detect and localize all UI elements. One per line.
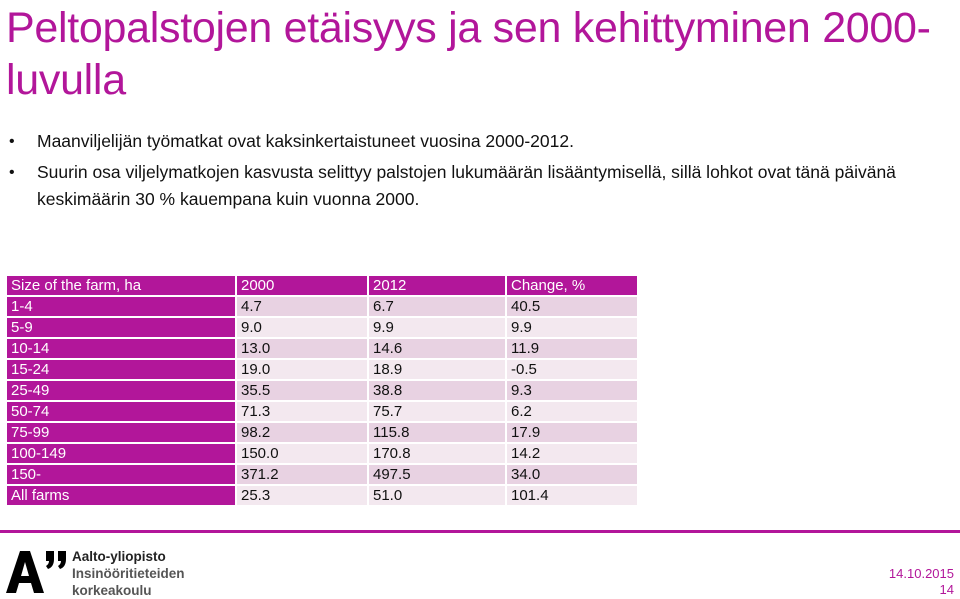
cell-size: 10-14 <box>7 339 237 360</box>
table-row: All farms 25.3 51.0 101.4 <box>7 486 639 507</box>
cell-change: -0.5 <box>507 360 639 381</box>
cell-2012: 170.8 <box>369 444 507 465</box>
table-row: 100-149 150.0 170.8 14.2 <box>7 444 639 465</box>
header-2000: 2000 <box>237 276 369 297</box>
cell-size: 150- <box>7 465 237 486</box>
header-size: Size of the farm, ha <box>7 276 237 297</box>
org-line: korkeakoulu <box>72 583 152 598</box>
cell-change: 11.9 <box>507 339 639 360</box>
table-row: 15-24 19.0 18.9 -0.5 <box>7 360 639 381</box>
table-row: 10-14 13.0 14.6 11.9 <box>7 339 639 360</box>
bullet-list: • Maanviljelijän työmatkat ovat kaksinker… <box>0 128 960 217</box>
bullet-item: • Suurin osa viljelymatkojen kasvusta sel… <box>0 159 960 213</box>
cell-2012: 75.7 <box>369 402 507 423</box>
aalto-logo-icon <box>6 551 66 593</box>
cell-2012: 38.8 <box>369 381 507 402</box>
table-header-row: Size of the farm, ha 2000 2012 Change, % <box>7 276 639 297</box>
cell-change: 9.3 <box>507 381 639 402</box>
cell-change: 34.0 <box>507 465 639 486</box>
cell-size: 100-149 <box>7 444 237 465</box>
table-row: 75-99 98.2 115.8 17.9 <box>7 423 639 444</box>
cell-2000: 35.5 <box>237 381 369 402</box>
cell-size: 25-49 <box>7 381 237 402</box>
table-row: 5-9 9.0 9.9 9.9 <box>7 318 639 339</box>
cell-2012: 18.9 <box>369 360 507 381</box>
cell-size: 75-99 <box>7 423 237 444</box>
cell-2012: 51.0 <box>369 486 507 507</box>
cell-change: 40.5 <box>507 297 639 318</box>
cell-2000: 13.0 <box>237 339 369 360</box>
bullet-dot-icon: • <box>9 164 15 181</box>
footer-divider <box>0 530 960 533</box>
slide-date: 14.10.2015 <box>888 566 954 581</box>
cell-size: 5-9 <box>7 318 237 339</box>
cell-2000: 4.7 <box>237 297 369 318</box>
cell-2012: 497.5 <box>369 465 507 486</box>
cell-change: 6.2 <box>507 402 639 423</box>
cell-2000: 150.0 <box>237 444 369 465</box>
page-number: 14 <box>939 582 954 597</box>
cell-2000: 25.3 <box>237 486 369 507</box>
cell-change: 14.2 <box>507 444 639 465</box>
cell-change: 9.9 <box>507 318 639 339</box>
cell-size: All farms <box>7 486 237 507</box>
cell-size: 15-24 <box>7 360 237 381</box>
cell-2000: 71.3 <box>237 402 369 423</box>
bullet-item: • Maanviljelijän työmatkat ovat kaksinker… <box>0 128 960 155</box>
bullet-text: Suurin osa viljelymatkojen kasvusta seli… <box>37 162 896 209</box>
table-row: 1-4 4.7 6.7 40.5 <box>7 297 639 318</box>
cell-2000: 19.0 <box>237 360 369 381</box>
cell-size: 1-4 <box>7 297 237 318</box>
footer-meta: 14.10.2015 14 <box>889 566 954 598</box>
header-change: Change, % <box>507 276 639 297</box>
table-row: 150- 371.2 497.5 34.0 <box>7 465 639 486</box>
header-2012: 2012 <box>369 276 507 297</box>
table-row: 25-49 35.5 38.8 9.3 <box>7 381 639 402</box>
cell-change: 101.4 <box>507 486 639 507</box>
cell-change: 17.9 <box>507 423 639 444</box>
table-row: 50-74 71.3 75.7 6.2 <box>7 402 639 423</box>
org-line: Insinööritieteiden <box>72 566 185 581</box>
cell-2012: 6.7 <box>369 297 507 318</box>
organization-name: Aalto-yliopisto Insinööritieteiden korke… <box>72 548 185 599</box>
bullet-dot-icon: • <box>9 133 15 150</box>
cell-2000: 9.0 <box>237 318 369 339</box>
org-line: Aalto-yliopisto <box>72 549 166 564</box>
cell-2012: 115.8 <box>369 423 507 444</box>
cell-2012: 9.9 <box>369 318 507 339</box>
slide-title: Peltopalstojen etäisyys ja sen kehittymi… <box>6 4 931 104</box>
cell-2000: 98.2 <box>237 423 369 444</box>
bullet-text: Maanviljelijän työmatkat ovat kaksinkert… <box>37 131 574 151</box>
cell-2000: 371.2 <box>237 465 369 486</box>
farm-distance-table: Size of the farm, ha 2000 2012 Change, %… <box>7 276 639 507</box>
cell-size: 50-74 <box>7 402 237 423</box>
cell-2012: 14.6 <box>369 339 507 360</box>
